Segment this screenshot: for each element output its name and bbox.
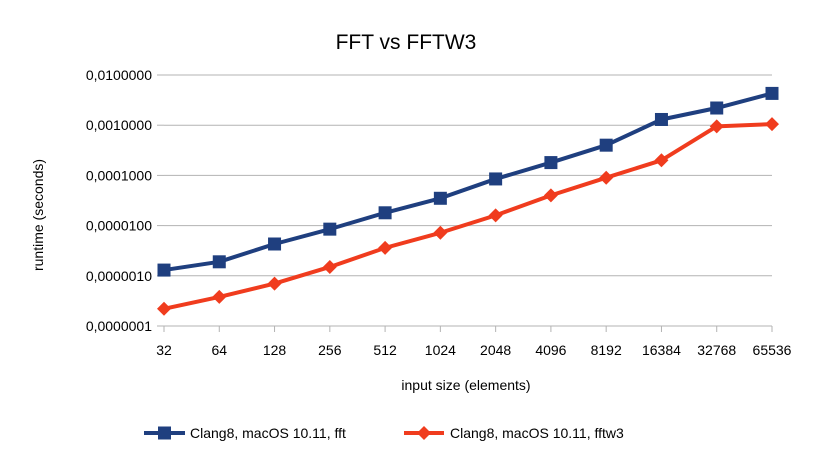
data-point [489,172,503,186]
legend-label: Clang8, macOS 10.11, fftw3 [450,425,624,441]
chart-title: FFT vs FFTW3 [336,31,477,54]
data-point [709,119,724,134]
data-point [323,222,337,236]
legend-swatch-marker [158,426,171,440]
data-point [488,208,503,223]
x-tick-label: 65536 [753,342,792,358]
legend-swatch-marker [417,426,431,440]
data-point [765,117,779,132]
y-tick-label: 0,0000001 [86,318,152,334]
legend-label: Clang8, macOS 10.11, fft [190,425,346,441]
data-point [433,191,447,205]
axis-layer: 0,0100000 0,0010000 0,0001000 0,0000100 0,00… [86,67,792,358]
x-tick-label: 128 [263,342,287,358]
data-point [544,156,558,170]
y-tick-label: 0,0010000 [86,117,152,133]
grid-layer [164,74,772,327]
series-layer [157,86,779,316]
y-tick-label: 0,0001000 [86,167,152,183]
x-axis-label: input size (elements) [401,377,530,393]
data-point [543,188,558,203]
data-point [599,138,613,152]
data-point [710,101,724,115]
x-tick-label: 32 [156,342,172,358]
data-point [267,276,282,291]
x-tick-label: 16384 [642,342,681,358]
data-point [433,225,448,240]
x-tick-label: 2048 [480,342,511,358]
legend-item: Clang8, macOS 10.11, fftw3 [404,425,624,441]
data-point [654,112,668,126]
data-point [268,237,282,251]
x-tick-label: 1024 [425,342,456,358]
legend: Clang8, macOS 10.11, fft Clang8, macOS 10… [144,425,624,441]
x-tick-label: 64 [211,342,227,358]
y-tick-label: 0,0100000 [86,67,152,83]
data-point [322,259,337,274]
data-point [654,153,669,168]
data-point [378,206,392,220]
x-tick-label: 256 [318,342,342,358]
data-point [599,170,614,185]
y-tick-label: 0,0000100 [86,218,152,234]
y-tick-label: 0,0000010 [86,268,152,284]
data-point [212,255,226,269]
x-tick-label: 4096 [535,342,566,358]
x-tick-label: 512 [373,342,397,358]
series-square [157,86,779,277]
series-diamond [157,117,779,316]
legend-item: Clang8, macOS 10.11, fft [144,425,346,441]
x-tick-label: 32768 [697,342,736,358]
data-point [157,263,171,277]
y-axis-label: runtime (seconds) [30,159,46,271]
x-tick-label: 8192 [591,342,622,358]
data-point [765,86,779,100]
data-point [378,240,393,255]
data-point [157,301,171,316]
data-point [212,289,227,304]
series-line [163,122,773,311]
series-line [163,91,773,273]
